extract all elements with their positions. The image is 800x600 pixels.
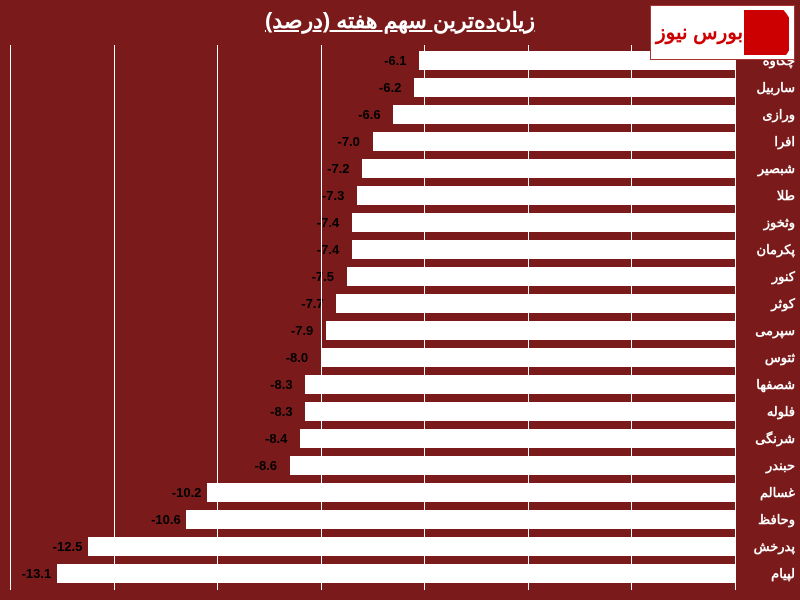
gridline bbox=[631, 45, 632, 590]
bar-value: -6.6 bbox=[358, 105, 380, 124]
bar-row: شبصیر-7.2 bbox=[10, 158, 735, 180]
bar-row: کنور-7.5 bbox=[10, 266, 735, 288]
bar-value: -7.5 bbox=[312, 267, 334, 286]
bar-label: وحافظ bbox=[737, 509, 795, 531]
bar bbox=[352, 240, 735, 259]
bar-label: شرنگی bbox=[737, 428, 795, 450]
gridline bbox=[528, 45, 529, 590]
bar-value: -7.3 bbox=[322, 186, 344, 205]
gridline bbox=[217, 45, 218, 590]
bar-label: وثخوز bbox=[737, 212, 795, 234]
bar-row: ثتوس-8.0 bbox=[10, 347, 735, 369]
bars-container: چکاوه-6.1 ساربیل-6.2 ورازی-6.6 افرا-7.0 شبصی… bbox=[10, 50, 735, 585]
gridline bbox=[735, 45, 736, 590]
bar bbox=[88, 537, 735, 556]
bar-label: حبندر bbox=[737, 455, 795, 477]
bar-value: -7.9 bbox=[291, 321, 313, 340]
bar-value: -8.4 bbox=[265, 429, 287, 448]
bar-row: سپرمی-7.9 bbox=[10, 320, 735, 342]
gridline bbox=[114, 45, 115, 590]
bar-label: غسالم bbox=[737, 482, 795, 504]
bar-row: وثخوز-7.4 bbox=[10, 212, 735, 234]
bar bbox=[186, 510, 735, 529]
logo-icon bbox=[744, 10, 789, 55]
bar-value: -10.2 bbox=[172, 483, 202, 502]
bar-row: افرا-7.0 bbox=[10, 131, 735, 153]
logo-text: بورس نیوز bbox=[656, 20, 743, 45]
bar-row: شصفها-8.3 bbox=[10, 374, 735, 396]
bar-row: پکرمان-7.4 bbox=[10, 239, 735, 261]
bar-value: -8.0 bbox=[286, 348, 308, 367]
bar bbox=[393, 105, 735, 124]
bar bbox=[57, 564, 735, 583]
bar-label: پکرمان bbox=[737, 239, 795, 261]
bar-label: ورازی bbox=[737, 104, 795, 126]
gridline bbox=[321, 45, 322, 590]
bar bbox=[373, 132, 736, 151]
bar-label: لپیام bbox=[737, 563, 795, 585]
bar-row: چکاوه-6.1 bbox=[10, 50, 735, 72]
bar bbox=[336, 294, 735, 313]
bar-row: حبندر-8.6 bbox=[10, 455, 735, 477]
chart-area: چکاوه-6.1 ساربیل-6.2 ورازی-6.6 افرا-7.0 شبصی… bbox=[10, 45, 735, 590]
bar-label: پدرخش bbox=[737, 536, 795, 558]
bar-value: -8.3 bbox=[270, 402, 292, 421]
bar-label: کنور bbox=[737, 266, 795, 288]
bar-row: فلوله-8.3 bbox=[10, 401, 735, 423]
logo-box: بورس نیوز bbox=[650, 5, 795, 60]
bar bbox=[300, 429, 735, 448]
gridline bbox=[10, 45, 11, 590]
gridline bbox=[424, 45, 425, 590]
bar-value: -7.0 bbox=[338, 132, 360, 151]
bar-label: فلوله bbox=[737, 401, 795, 423]
bar-row: وحافظ-10.6 bbox=[10, 509, 735, 531]
bar-value: -10.6 bbox=[151, 510, 181, 529]
bar bbox=[357, 186, 735, 205]
bar-row: کوثر-7.7 bbox=[10, 293, 735, 315]
bar bbox=[326, 321, 735, 340]
bar-row: طلا-7.3 bbox=[10, 185, 735, 207]
bar-value: -7.2 bbox=[327, 159, 349, 178]
bar-value: -12.5 bbox=[53, 537, 83, 556]
bar bbox=[347, 267, 735, 286]
bar bbox=[305, 402, 735, 421]
bar-value: -6.2 bbox=[379, 78, 401, 97]
bar-row: پدرخش-12.5 bbox=[10, 536, 735, 558]
bar-value: -8.6 bbox=[255, 456, 277, 475]
bar-row: ورازی-6.6 bbox=[10, 104, 735, 126]
bar bbox=[414, 78, 735, 97]
bar-label: افرا bbox=[737, 131, 795, 153]
bar-label: سپرمی bbox=[737, 320, 795, 342]
bar-label: شصفها bbox=[737, 374, 795, 396]
bar-row: غسالم-10.2 bbox=[10, 482, 735, 504]
bar-label: طلا bbox=[737, 185, 795, 207]
bar-value: -13.1 bbox=[22, 564, 52, 583]
bar bbox=[305, 375, 735, 394]
bar-label: ساربیل bbox=[737, 77, 795, 99]
bar-value: -6.1 bbox=[384, 51, 406, 70]
bar bbox=[362, 159, 735, 178]
bar-row: شرنگی-8.4 bbox=[10, 428, 735, 450]
bar-label: ثتوس bbox=[737, 347, 795, 369]
bar-value: -8.3 bbox=[270, 375, 292, 394]
bar bbox=[207, 483, 735, 502]
bar-label: کوثر bbox=[737, 293, 795, 315]
bar-row: ساربیل-6.2 bbox=[10, 77, 735, 99]
bar-label: شبصیر bbox=[737, 158, 795, 180]
bar-row: لپیام-13.1 bbox=[10, 563, 735, 585]
bar bbox=[290, 456, 735, 475]
bar bbox=[352, 213, 735, 232]
